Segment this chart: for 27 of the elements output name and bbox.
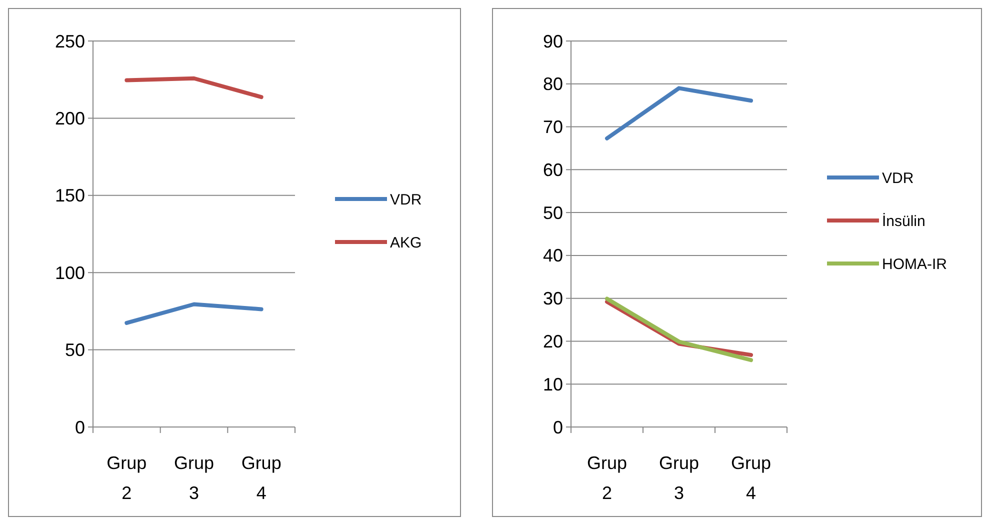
legend-label: HOMA-IR [882, 256, 948, 273]
y-tick-label: 250 [54, 31, 85, 52]
legend-label: İnsülin [882, 212, 926, 230]
x-tick-label: Grup 2 [106, 453, 147, 503]
legend-label: AKG [390, 234, 422, 252]
legend-label: VDR [390, 191, 422, 208]
y-tick-label: 150 [54, 186, 85, 206]
legend-label: VDR [882, 170, 914, 187]
x-tick-label: Grup 3 [174, 453, 214, 503]
y-tick-label: 10 [542, 374, 563, 394]
y-tick-label: 20 [542, 332, 563, 352]
y-tick-label: 90 [542, 31, 563, 52]
x-tick-label: Grup 4 [730, 453, 772, 503]
y-tick-label: 50 [542, 202, 563, 223]
y-tick-label: 60 [542, 160, 563, 180]
y-tick-label: 80 [542, 74, 563, 94]
y-tick-label: 70 [542, 117, 563, 138]
y-tick-label: 100 [54, 262, 85, 283]
y-tick-label: 200 [54, 108, 85, 128]
y-tick-label: 30 [542, 288, 563, 309]
x-tick-label: Grup 4 [241, 453, 282, 503]
y-tick-label: 40 [542, 246, 563, 266]
y-tick-label: 0 [552, 417, 563, 438]
x-tick-label: Grup 2 [586, 453, 628, 503]
y-tick-label: 50 [64, 340, 85, 360]
x-tick-label: Grup 3 [658, 453, 700, 503]
y-tick-label: 0 [74, 417, 85, 438]
